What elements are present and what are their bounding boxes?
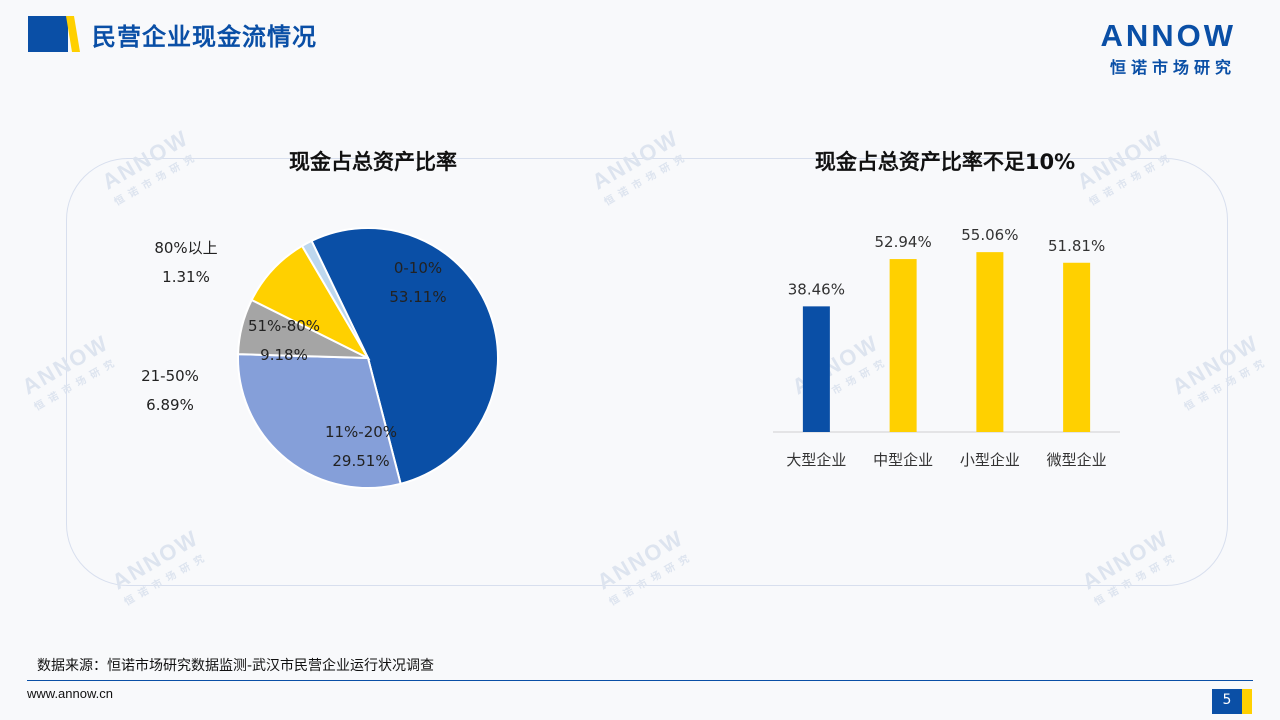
page-title: 民营企业现金流情况 xyxy=(92,23,317,51)
data-source-note: 数据来源：恒诺市场研究数据监测-武汉市民营企业运行状况调查 xyxy=(37,658,435,674)
pie-slice-label: 11%-20% xyxy=(325,423,397,441)
annow-logo-subtitle: 恒诺市场研究 xyxy=(1109,58,1236,77)
page-number-box xyxy=(1212,689,1242,714)
bar-chart-title: 现金占总资产比率不足10% xyxy=(814,150,1076,174)
bar-value-label: 38.46% xyxy=(788,280,845,298)
pie-chart-title: 现金占总资产比率 xyxy=(289,150,457,174)
pie-slice xyxy=(310,227,499,486)
bar xyxy=(889,259,917,432)
pie-slice xyxy=(237,353,402,489)
bar-category-label: 大型企业 xyxy=(786,451,846,469)
bar-value-label: 55.06% xyxy=(961,226,1018,244)
website-link[interactable]: www.annow.cn xyxy=(27,686,113,701)
bar-category-label: 微型企业 xyxy=(1047,451,1107,469)
pie-slice xyxy=(300,239,369,359)
page-number-accent xyxy=(1242,689,1252,714)
pie-slice-label: 80%以上 xyxy=(154,239,217,257)
bar-value-label: 51.81% xyxy=(1048,237,1105,255)
bar-category-label: 小型企业 xyxy=(960,451,1020,469)
bar xyxy=(1063,262,1091,432)
footer-divider xyxy=(27,680,1253,681)
bar xyxy=(802,306,830,432)
bar xyxy=(976,252,1004,432)
pie-slice-value: 9.18% xyxy=(260,346,308,364)
bar-category-label: 中型企业 xyxy=(873,451,933,469)
pie-slice-value: 1.31% xyxy=(162,268,210,286)
pie-slice-label: 21-50% xyxy=(141,367,199,385)
pie-slice-label: 0-10% xyxy=(394,259,442,277)
annow-logo: ANNOW xyxy=(1100,18,1236,53)
pie-slice-label: 51%-80% xyxy=(248,317,320,335)
pie-slice-value: 29.51% xyxy=(332,452,389,470)
pie-slice-value: 53.11% xyxy=(389,288,446,306)
title-accent-mark xyxy=(28,16,80,52)
bar-value-label: 52.94% xyxy=(875,233,932,251)
page-number: 5 xyxy=(1222,692,1232,708)
pie-slice-value: 6.89% xyxy=(146,396,194,414)
